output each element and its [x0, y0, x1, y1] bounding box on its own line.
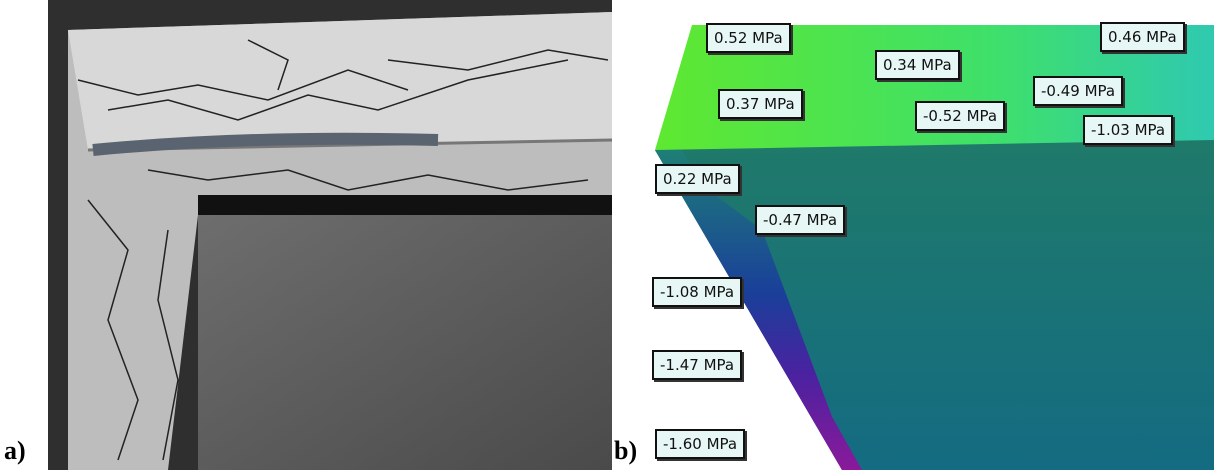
stress-label: 0.46 MPa — [1100, 22, 1185, 52]
stress-label: 0.37 MPa — [718, 89, 803, 119]
stress-label: -1.08 MPa — [652, 277, 742, 307]
stress-label: -0.47 MPa — [755, 205, 845, 235]
photo — [48, 0, 612, 470]
stress-label: -1.47 MPa — [652, 350, 742, 380]
panel-label: b) — [614, 436, 637, 466]
panel-label: a) — [4, 436, 26, 466]
stress-label: -1.03 MPa — [1083, 115, 1173, 145]
stress-label: 0.22 MPa — [655, 164, 740, 194]
stress-label: 0.34 MPa — [875, 50, 960, 80]
figure: a) b) — [0, 0, 1214, 470]
stress-label: -0.49 MPa — [1033, 76, 1123, 106]
stress-label: -0.52 MPa — [915, 101, 1005, 131]
stress-label: 0.52 MPa — [706, 23, 791, 53]
stress-label: -1.60 MPa — [655, 429, 745, 459]
